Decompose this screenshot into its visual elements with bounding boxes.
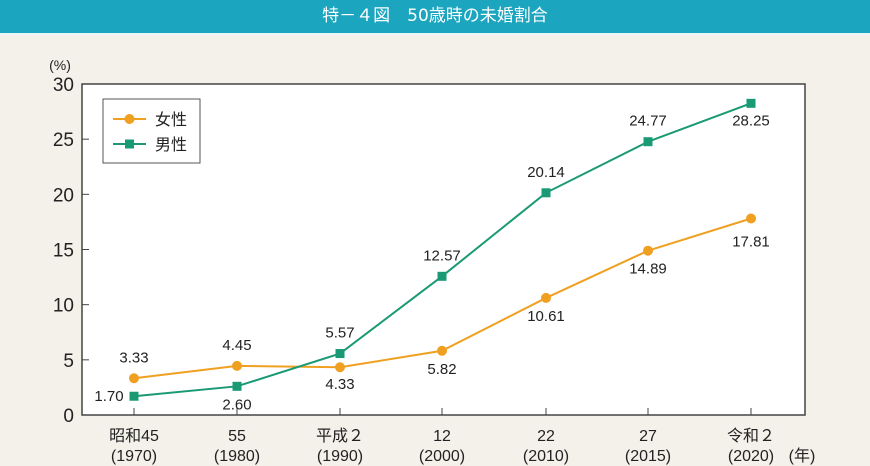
y-tick-label: 5 [63, 351, 74, 372]
legend [102, 98, 201, 164]
data-label: 5.57 [325, 325, 354, 342]
x-tick-label: 平成２ [316, 427, 364, 445]
data-point [437, 271, 447, 281]
data-label: 5.82 [427, 361, 456, 378]
legend-marker [124, 114, 135, 124]
x-tick-label-year: (2015) [625, 448, 671, 465]
x-tick-label: 12 [433, 428, 451, 445]
data-label: 4.45 [222, 337, 251, 354]
data-label: 20.14 [527, 164, 565, 181]
data-point [232, 381, 242, 391]
data-point [643, 137, 653, 147]
y-tick-label: 20 [53, 185, 74, 206]
data-label: 14.89 [629, 261, 667, 278]
data-point [129, 373, 139, 384]
x-axis-unit: (年) [789, 447, 816, 465]
data-point [541, 292, 551, 303]
data-point [643, 245, 653, 256]
y-tick-label: 25 [53, 130, 74, 151]
y-tick-label: 15 [53, 241, 74, 262]
x-tick-label-year: (2000) [419, 448, 465, 465]
y-axis-unit: (%) [49, 57, 71, 73]
data-label: 24.77 [629, 113, 667, 130]
x-tick-label-year: (1990) [317, 448, 363, 465]
data-label: 2.60 [222, 396, 251, 413]
data-point [437, 345, 447, 356]
x-tick-label: 昭和45 [109, 427, 159, 445]
y-tick-label: 10 [53, 296, 74, 317]
x-tick-label-year: (1980) [214, 448, 260, 465]
data-label: 28.25 [732, 112, 770, 129]
data-label: 10.61 [527, 308, 565, 325]
plot-area [81, 83, 806, 416]
x-tick-label: 55 [228, 428, 246, 445]
x-tick-label-year: (1970) [111, 448, 157, 465]
chart-title: 特－４図 50歳時の未婚割合 [0, 0, 870, 35]
x-tick-label: 27 [639, 428, 657, 445]
data-label: 17.81 [732, 233, 770, 250]
legend-label: 男性 [155, 136, 187, 154]
data-point [541, 188, 551, 198]
data-label: 1.70 [94, 388, 123, 405]
x-tick-label-year: (2010) [523, 448, 569, 465]
data-label: 12.57 [423, 247, 461, 264]
data-point [746, 98, 756, 108]
x-tick-label-year: (2020) [728, 448, 774, 465]
legend-label: 女性 [155, 110, 187, 129]
y-tick-label: 0 [63, 406, 74, 427]
x-tick-label: 令和２ [727, 427, 775, 445]
y-tick-label: 30 [53, 75, 74, 96]
data-label: 3.33 [119, 349, 148, 366]
x-tick-label: 22 [537, 428, 555, 445]
data-point [335, 349, 345, 359]
data-point [335, 362, 345, 373]
data-label: 4.33 [325, 376, 354, 393]
data-point [746, 213, 756, 224]
data-point [129, 391, 139, 401]
legend-marker [125, 139, 134, 149]
data-point [232, 360, 242, 371]
